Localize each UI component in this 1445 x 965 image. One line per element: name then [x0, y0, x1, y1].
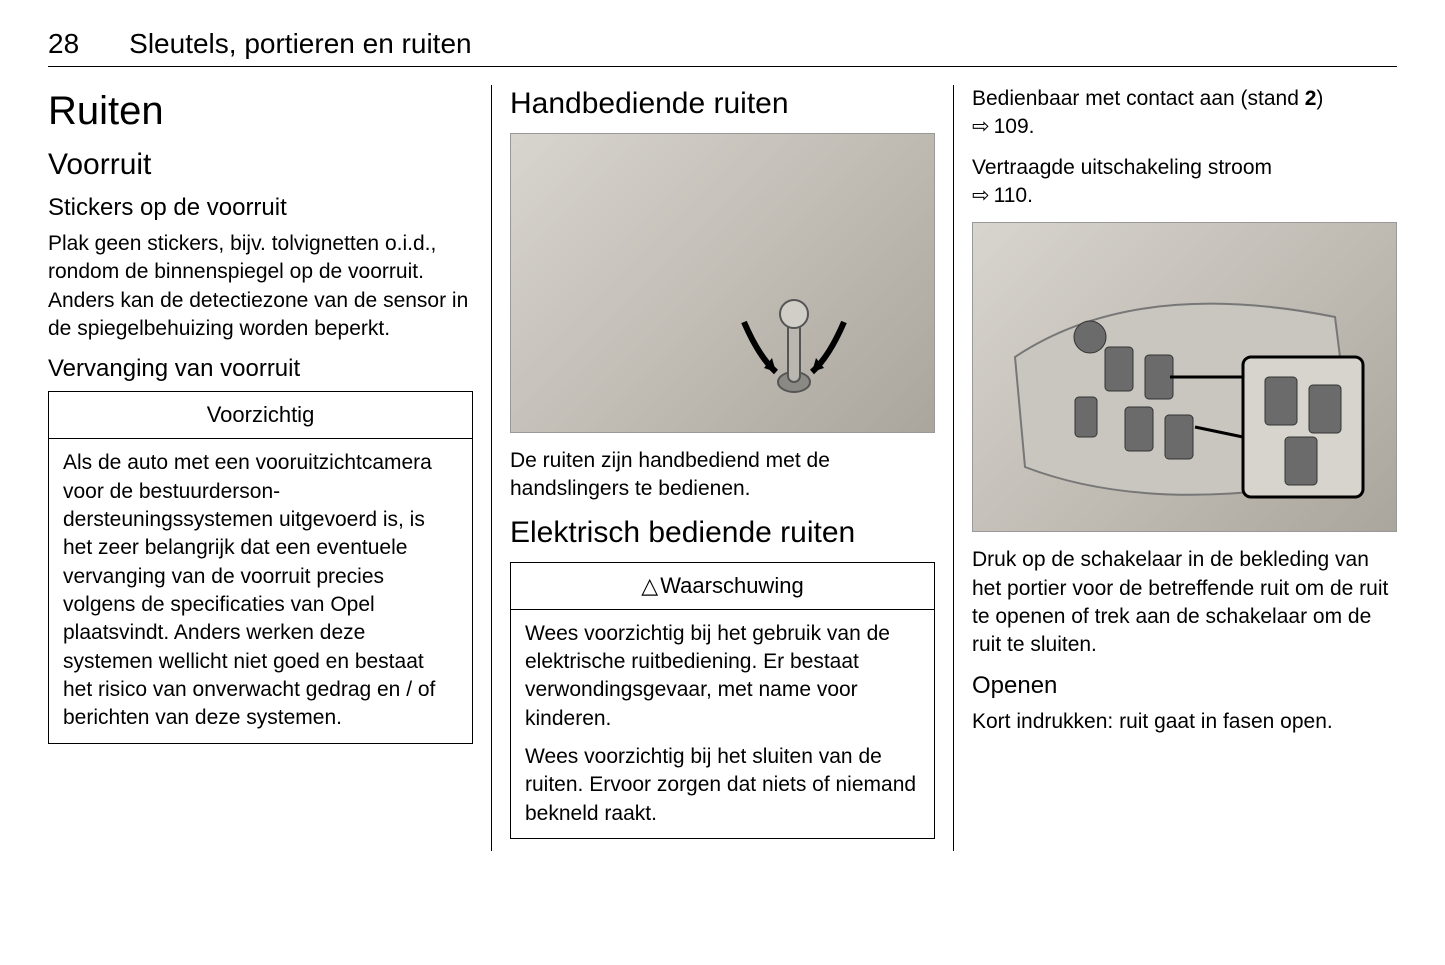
column-1: Ruiten Voorruit Stickers op de voorruit …: [48, 85, 492, 851]
subsection-openen: Openen: [972, 672, 1397, 700]
crank-icon: [714, 272, 874, 412]
image-manual-window: [510, 133, 935, 433]
section-voorruit: Voorruit: [48, 148, 473, 182]
para-bedienbaar: Bedienbaar met contact aan (stand 2) ⇨10…: [972, 85, 1397, 142]
text-vertraagde: Vertraagde uitschakeling stroom: [972, 156, 1272, 179]
column-3: Bedienbaar met contact aan (stand 2) ⇨10…: [954, 85, 1397, 851]
text-bedienbaar-stand: 2: [1305, 87, 1317, 110]
page-header: 28 Sleutels, portieren en ruiten: [48, 28, 1397, 67]
column-2: Handbediende ruiten De ruiten zijn handb…: [492, 85, 954, 851]
para-handbediend: De ruiten zijn handbediend met de handsl…: [510, 447, 935, 504]
para-druk-schakelaar: Druk op de schakelaar in de bekle­ding v…: [972, 546, 1397, 659]
para-vertraagde: Vertraagde uitschakeling stroom ⇨110.: [972, 154, 1397, 211]
warning-box-text-1: Wees voorzichtig bij het gebruik van de …: [525, 620, 920, 733]
warning-box-title: △Waarschuwing: [511, 563, 934, 610]
section-elektrisch: Elektrisch bediende ruiten: [510, 516, 935, 550]
section-handbediende: Handbediende ruiten: [510, 87, 935, 121]
ref-110: 110.: [994, 184, 1033, 207]
ref-arrow-icon: ⇨: [972, 113, 990, 141]
subsection-stickers: Stickers op de voorruit: [48, 194, 473, 222]
para-kort-indrukken: Kort indrukken: ruit gaat in fasen open.: [972, 708, 1397, 736]
main-title: Ruiten: [48, 89, 473, 134]
warning-box-text-2: Wees voorzichtig bij het sluiten van de …: [525, 743, 920, 828]
subsection-vervanging: Vervanging van voorruit: [48, 355, 473, 383]
warning-box-title-text: Waarschuwing: [660, 573, 803, 598]
warning-box-body: Wees voorzichtig bij het gebruik van de …: [511, 610, 934, 838]
switch-panel-icon: [995, 237, 1375, 517]
warning-triangle-icon: △: [641, 573, 658, 599]
caution-box-body: Als de auto met een vooruitzicht­camera …: [49, 439, 472, 742]
ref-109: 109.: [994, 115, 1035, 138]
content-columns: Ruiten Voorruit Stickers op de voorruit …: [48, 85, 1397, 851]
warning-box: △Waarschuwing Wees voorzichtig bij het g…: [510, 562, 935, 839]
caution-box: Voorzichtig Als de auto met een vooruitz…: [48, 391, 473, 743]
image-power-window-switches: [972, 222, 1397, 532]
ref-arrow-icon: ⇨: [972, 182, 990, 210]
text-bedienbaar-a: Bedienbaar met contact aan (stand: [972, 87, 1305, 110]
caution-box-text: Als de auto met een vooruitzicht­camera …: [63, 449, 458, 732]
caution-box-title: Voorzichtig: [49, 392, 472, 439]
chapter-title: Sleutels, portieren en ruiten: [129, 28, 471, 60]
text-bedienbaar-c: ): [1316, 87, 1323, 110]
page-number: 28: [48, 28, 79, 60]
para-stickers: Plak geen stickers, bijv. tolvignetten o…: [48, 230, 473, 343]
